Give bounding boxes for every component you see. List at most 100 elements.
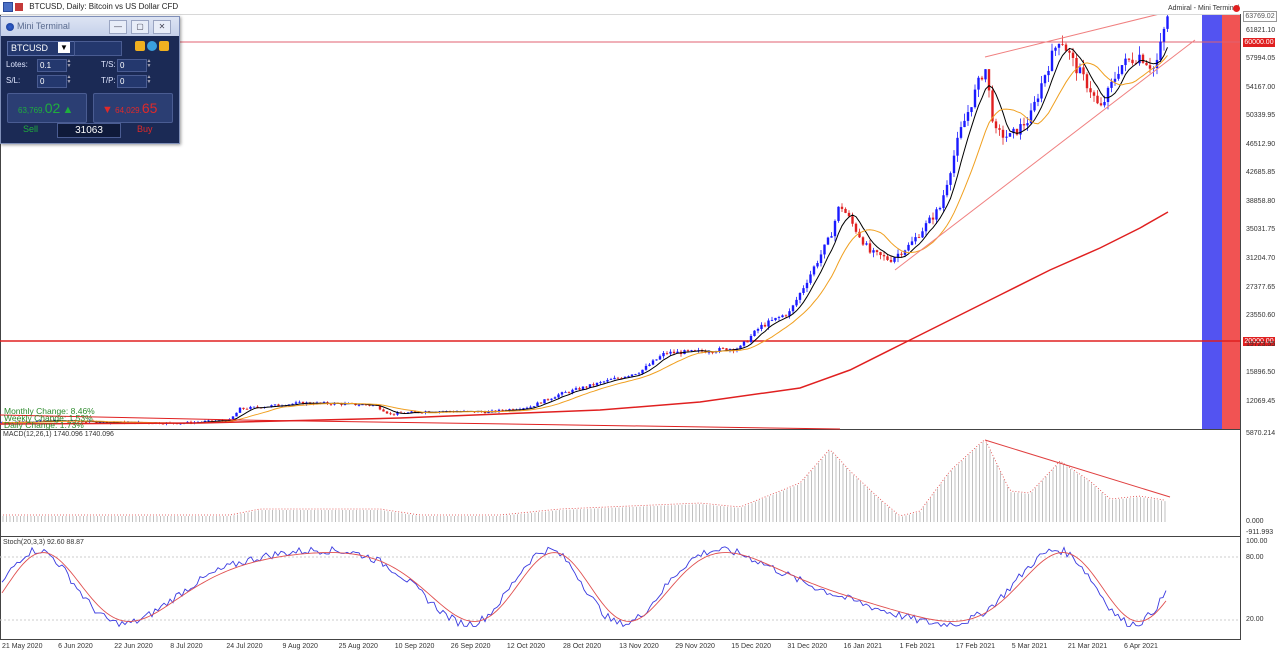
close-icon[interactable]: ✕ bbox=[153, 20, 171, 34]
chevron-down-icon[interactable]: ▼ bbox=[58, 42, 70, 53]
candle-body bbox=[550, 398, 553, 400]
price-axis-label: 12069.45 bbox=[1246, 398, 1276, 405]
candle-body bbox=[1145, 62, 1148, 66]
candle-body bbox=[623, 376, 627, 379]
price-axis-label: 50339.95 bbox=[1246, 112, 1276, 119]
ts-stepper[interactable]: ▲ ▼ bbox=[146, 58, 152, 69]
candle-body bbox=[767, 320, 770, 327]
mini-terminal-tag[interactable]: Admiral - Mini Terminal bbox=[1168, 5, 1240, 12]
candle-body bbox=[770, 320, 774, 321]
lots-label: Lotes: bbox=[6, 60, 28, 69]
candle-body bbox=[998, 128, 1001, 130]
monthly-change: Monthly Change: 8.46% bbox=[4, 406, 95, 416]
candle-body bbox=[294, 402, 298, 404]
candle-body bbox=[889, 259, 893, 262]
buy-button[interactable]: Buy bbox=[137, 124, 153, 134]
candle-body bbox=[910, 241, 914, 245]
candle-body bbox=[606, 379, 609, 382]
candle-body bbox=[1036, 98, 1040, 102]
candle-body bbox=[588, 384, 592, 388]
sl-input[interactable]: 0 bbox=[37, 75, 67, 88]
ts-input[interactable]: 0 bbox=[117, 59, 147, 72]
level-20000-tag: 20000.00 bbox=[1243, 337, 1275, 346]
close-red-icon[interactable] bbox=[1233, 5, 1240, 12]
candle-body bbox=[935, 209, 938, 220]
stoch-label: Stoch(20,3,3) 92.60 88.87 bbox=[3, 539, 84, 546]
candle-body bbox=[291, 403, 294, 405]
lots-counter: 31063 bbox=[57, 123, 121, 138]
candle-body bbox=[1022, 124, 1026, 126]
arrow-up-icon: ▲ bbox=[62, 104, 74, 116]
candle-body bbox=[410, 411, 413, 413]
time-axis-label: 17 Feb 2021 bbox=[955, 643, 995, 650]
mini-terminal-panel[interactable]: Mini Terminal — ▢ ✕ BTCUSD ▼ Lotes: 0.1 … bbox=[0, 16, 180, 144]
candle-body bbox=[301, 401, 305, 405]
candle-body bbox=[620, 377, 623, 379]
candle-body bbox=[938, 207, 942, 210]
time-axis-label: 6 Apr 2021 bbox=[1124, 643, 1158, 650]
price-axis-label: 15896.50 bbox=[1246, 369, 1276, 376]
candle-body bbox=[553, 397, 557, 399]
channel-lower-line bbox=[894, 39, 1196, 271]
candle-body bbox=[672, 351, 676, 354]
candle-body bbox=[837, 206, 840, 221]
candle-body bbox=[207, 420, 210, 422]
candle-body bbox=[392, 413, 396, 415]
mini-terminal-titlebar[interactable]: Mini Terminal — ▢ ✕ bbox=[1, 17, 179, 36]
candle-body bbox=[1064, 44, 1068, 51]
symbol-secondary-field[interactable] bbox=[74, 41, 122, 56]
sell-button[interactable]: Sell bbox=[23, 124, 39, 134]
price-axis-label: 61821.10 bbox=[1246, 27, 1276, 34]
candle-body bbox=[816, 263, 819, 267]
candle-body bbox=[368, 404, 371, 406]
settings-icon[interactable] bbox=[159, 41, 169, 51]
candle-body bbox=[1103, 101, 1106, 106]
price-axis-label: 46512.90 bbox=[1246, 141, 1276, 148]
candle-body bbox=[1001, 129, 1005, 138]
candle-body bbox=[756, 328, 760, 331]
price-axis-label: 23550.60 bbox=[1246, 312, 1276, 319]
candle-body bbox=[1029, 110, 1033, 124]
candle-body bbox=[718, 348, 721, 352]
candle-body bbox=[1061, 43, 1064, 45]
sl-stepper[interactable]: ▲ ▼ bbox=[66, 74, 72, 85]
buy-price: ▼ 64,029.65 bbox=[102, 100, 157, 116]
refresh-icon[interactable] bbox=[147, 41, 157, 51]
candle-body bbox=[581, 386, 585, 390]
candle-body bbox=[921, 231, 924, 238]
candle-body bbox=[1155, 59, 1159, 69]
time-axis-label: 8 Jul 2020 bbox=[170, 643, 203, 650]
candle-body bbox=[805, 282, 809, 289]
candle-body bbox=[956, 137, 959, 156]
candle-body bbox=[389, 413, 392, 415]
candle-body bbox=[256, 406, 259, 408]
time-axis-label: 1 Feb 2021 bbox=[899, 643, 936, 650]
early-trendline-2 bbox=[239, 419, 841, 430]
candle-body bbox=[42, 420, 46, 422]
candle-body bbox=[725, 348, 728, 351]
candle-body bbox=[676, 351, 679, 354]
candle-body bbox=[1106, 87, 1110, 102]
maximize-icon[interactable]: ▢ bbox=[131, 20, 149, 34]
candle-body bbox=[571, 389, 574, 393]
candle-body bbox=[977, 77, 980, 90]
candle-body bbox=[511, 409, 515, 410]
minimize-icon[interactable]: — bbox=[109, 20, 127, 34]
candle-body bbox=[242, 407, 245, 409]
candle-body bbox=[1166, 16, 1169, 29]
copy-icon[interactable] bbox=[135, 41, 145, 51]
candle-body bbox=[1033, 101, 1036, 111]
tp-input[interactable]: 0 bbox=[117, 75, 147, 88]
lots-input[interactable]: 0.1 bbox=[37, 59, 67, 72]
tp-stepper[interactable]: ▲ ▼ bbox=[146, 74, 152, 85]
lots-stepper[interactable]: ▲ ▼ bbox=[66, 58, 72, 69]
buy-price-box[interactable]: ▼ 64,029.65 bbox=[93, 93, 173, 123]
buy-price-big: 65 bbox=[141, 100, 158, 116]
candle-body bbox=[497, 409, 501, 412]
candle-body bbox=[1078, 67, 1082, 74]
candle-body bbox=[984, 69, 987, 80]
candle-body bbox=[788, 311, 791, 316]
sell-price-box[interactable]: 63,769.02 ▲ bbox=[7, 93, 87, 123]
candle-body bbox=[420, 412, 424, 414]
